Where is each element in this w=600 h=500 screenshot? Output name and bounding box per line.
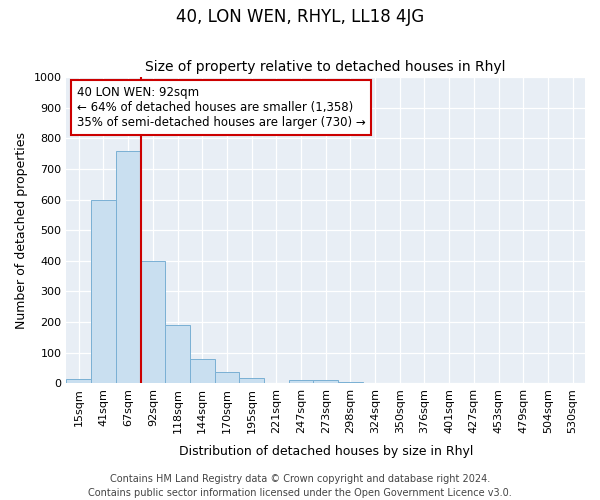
Title: Size of property relative to detached houses in Rhyl: Size of property relative to detached ho… [145,60,506,74]
X-axis label: Distribution of detached houses by size in Rhyl: Distribution of detached houses by size … [179,444,473,458]
Text: Contains HM Land Registry data © Crown copyright and database right 2024.
Contai: Contains HM Land Registry data © Crown c… [88,474,512,498]
Text: 40 LON WEN: 92sqm
← 64% of detached houses are smaller (1,358)
35% of semi-detac: 40 LON WEN: 92sqm ← 64% of detached hous… [77,86,365,129]
Bar [67,379,91,384]
Bar [116,150,140,384]
Bar [313,380,338,384]
Bar [91,200,116,384]
Bar [239,378,264,384]
Bar [289,380,313,384]
Bar [215,372,239,384]
Text: 40, LON WEN, RHYL, LL18 4JG: 40, LON WEN, RHYL, LL18 4JG [176,8,424,26]
Bar [338,382,363,384]
Bar [165,325,190,384]
Bar [140,261,165,384]
Bar [190,359,215,384]
Y-axis label: Number of detached properties: Number of detached properties [15,132,28,328]
